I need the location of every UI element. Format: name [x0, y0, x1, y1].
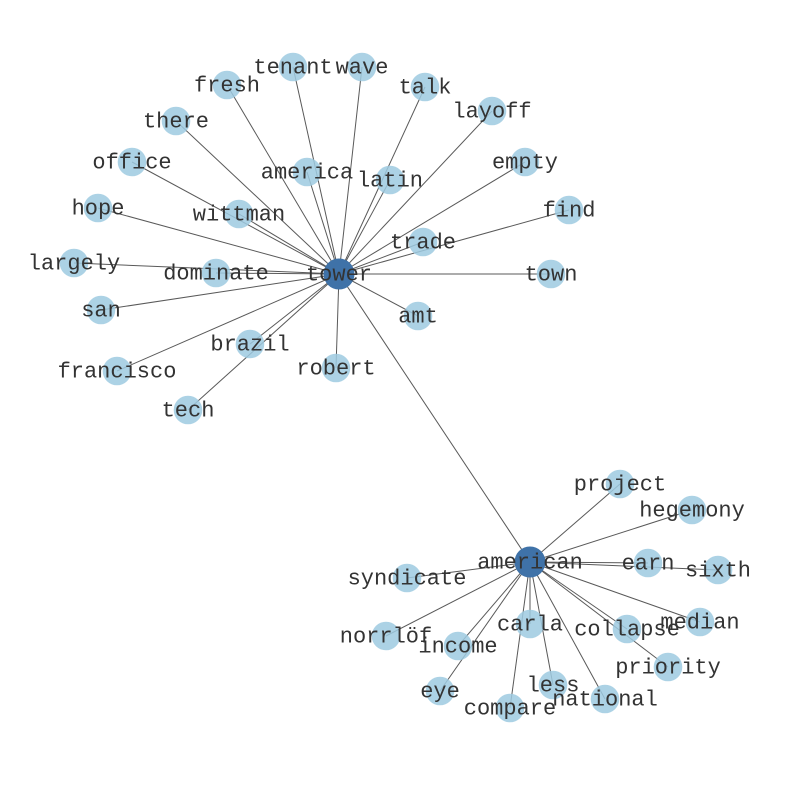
svg-text:brazil: brazil: [210, 333, 289, 358]
svg-text:sixth: sixth: [685, 559, 751, 584]
svg-text:latin: latin: [357, 169, 423, 194]
svg-text:robert: robert: [296, 357, 375, 382]
svg-text:trade: trade: [390, 231, 456, 256]
svg-text:wave: wave: [336, 56, 389, 81]
svg-text:there: there: [143, 110, 209, 135]
svg-text:tenant: tenant: [253, 56, 332, 81]
svg-text:layoff: layoff: [452, 100, 531, 125]
svg-text:talk: talk: [399, 76, 452, 101]
svg-text:largely: largely: [28, 252, 120, 277]
svg-text:compare: compare: [464, 697, 556, 722]
svg-text:america: america: [261, 161, 353, 186]
svg-text:empty: empty: [492, 151, 558, 176]
svg-text:tech: tech: [162, 399, 215, 424]
svg-text:francisco: francisco: [58, 360, 177, 385]
svg-text:national: national: [552, 688, 658, 713]
svg-text:project: project: [574, 473, 666, 498]
svg-text:wittman: wittman: [193, 203, 285, 228]
svg-text:earn: earn: [622, 552, 675, 577]
svg-text:eye: eye: [420, 680, 460, 705]
svg-text:find: find: [543, 199, 596, 224]
svg-text:collapse: collapse: [574, 618, 680, 643]
svg-text:tower: tower: [306, 263, 372, 288]
svg-text:hope: hope: [72, 197, 125, 222]
svg-text:san: san: [81, 299, 121, 324]
svg-text:fresh: fresh: [194, 74, 260, 99]
svg-text:carla: carla: [497, 613, 563, 638]
svg-text:american: american: [477, 551, 583, 576]
svg-text:amt: amt: [398, 305, 438, 330]
svg-text:hegemony: hegemony: [639, 499, 745, 524]
svg-text:priority: priority: [615, 656, 721, 681]
svg-text:dominate: dominate: [163, 262, 269, 287]
svg-text:syndicate: syndicate: [348, 567, 467, 592]
svg-text:office: office: [92, 151, 171, 176]
svg-text:income: income: [418, 635, 497, 660]
svg-text:town: town: [525, 263, 578, 288]
